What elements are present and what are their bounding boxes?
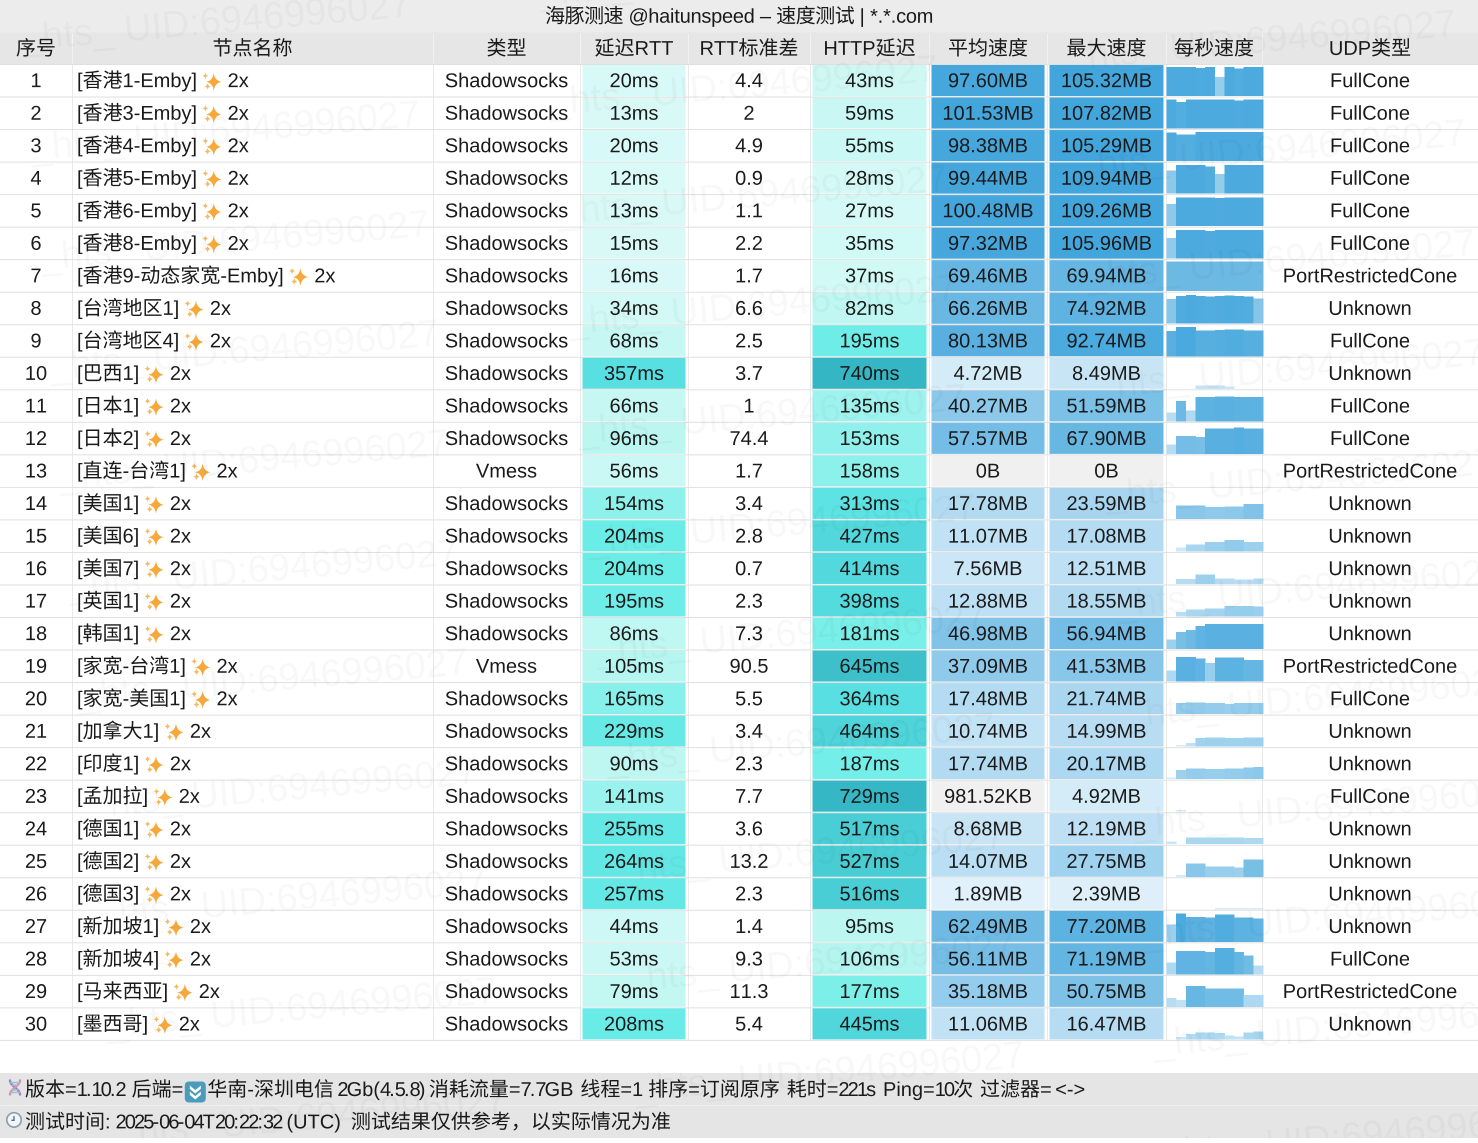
svg-text:_hts_ UID:6946996027: _hts_ UID:6946996027 [76,641,470,717]
svg-text:_hts_ UID:6946996027: _hts_ UID:6946996027 [85,751,479,827]
svg-text:_hts_ UID:6946996027: _hts_ UID:6946996027 [66,531,460,607]
svg-text:_hts_ UID:6946996027: _hts_ UID:6946996027 [1141,879,1478,955]
svg-text:_hts_ UID:6946996027: _hts_ UID:6946996027 [1131,770,1478,846]
svg-text:_hts_ UID:6946996027: _hts_ UID:6946996027 [47,312,441,388]
svg-text:_hts_ UID:6946996027: _hts_ UID:6946996027 [104,970,498,1046]
svg-text:_hts_ UID:6946996027: _hts_ UID:6946996027 [95,860,489,936]
